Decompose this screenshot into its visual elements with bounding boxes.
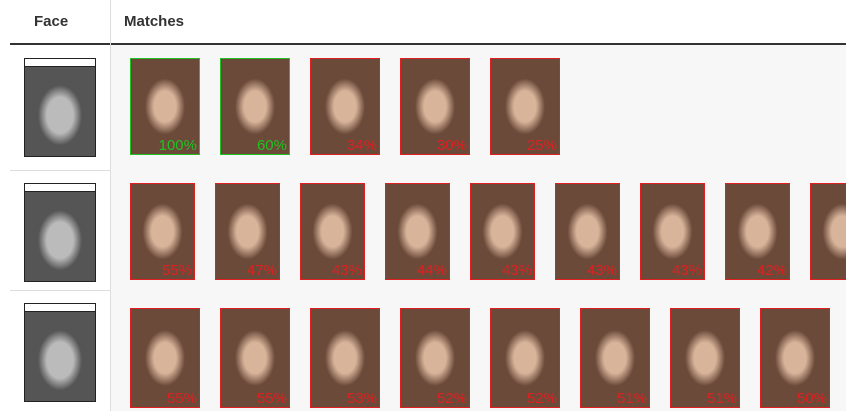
table-row: 55% 47% 43% 44% 43% 43% 43% 42% (10, 170, 846, 291)
match-thumbnail: 100% (130, 58, 200, 155)
match-score: 42% (757, 262, 787, 279)
match-score: 55% (167, 390, 197, 407)
matches-header: Matches (124, 0, 184, 44)
match-score: 55% (257, 390, 287, 407)
match-score: 52% (437, 390, 467, 407)
match-score: 34% (347, 137, 377, 154)
match-score: 25% (527, 137, 557, 154)
column-divider (110, 0, 111, 411)
match-score: 43% (587, 262, 617, 279)
match-score: 44% (417, 262, 447, 279)
match-score: 43% (672, 262, 702, 279)
match-thumbnail: 47% (215, 183, 280, 280)
table-row: 100% 60% 34% 30% 25% (10, 45, 846, 171)
match-score: 55% (162, 262, 192, 279)
match-thumbnail: 51% (580, 308, 650, 408)
face-image (24, 58, 96, 157)
match-thumbnail: 34% (310, 58, 380, 155)
match-thumbnail: 30% (400, 58, 470, 155)
match-score: 43% (332, 262, 362, 279)
match-score: 51% (707, 390, 737, 407)
page: Face Matches 100% 60% 34% 30% 25% 55% 47% 43% 44… (0, 0, 846, 411)
match-thumbnail: 44% (385, 183, 450, 280)
match-thumbnail: 53% (310, 308, 380, 408)
face-header: Face (34, 0, 68, 44)
match-thumbnail: 25% (490, 58, 560, 155)
match-score: 30% (437, 137, 467, 154)
match-thumbnail: 43% (640, 183, 705, 280)
match-thumbnail: 43% (300, 183, 365, 280)
match-score: 50% (797, 390, 827, 407)
match-thumbnail: 55% (130, 183, 195, 280)
match-score: 47% (247, 262, 277, 279)
match-thumbnail: 52% (400, 308, 470, 408)
match-score: 53% (347, 390, 377, 407)
match-thumbnail: 60% (220, 58, 290, 155)
match-thumbnail: 55% (220, 308, 290, 408)
match-score: 100% (159, 137, 197, 154)
match-thumbnail: 55% (130, 308, 200, 408)
match-score: 51% (617, 390, 647, 407)
match-thumbnail: 43% (470, 183, 535, 280)
match-score: 52% (527, 390, 557, 407)
match-score: 43% (502, 262, 532, 279)
match-thumbnail: 52% (490, 308, 560, 408)
match-thumbnail: 43% (555, 183, 620, 280)
face-image (24, 303, 96, 402)
match-thumbnail (810, 183, 846, 280)
table-row: 55% 55% 53% 52% 52% 51% 51% 50% (10, 290, 846, 411)
match-thumbnail: 51% (670, 308, 740, 408)
face-image (24, 183, 96, 282)
match-thumbnail: 50% (760, 308, 830, 408)
match-thumbnail: 42% (725, 183, 790, 280)
match-score: 60% (257, 137, 287, 154)
